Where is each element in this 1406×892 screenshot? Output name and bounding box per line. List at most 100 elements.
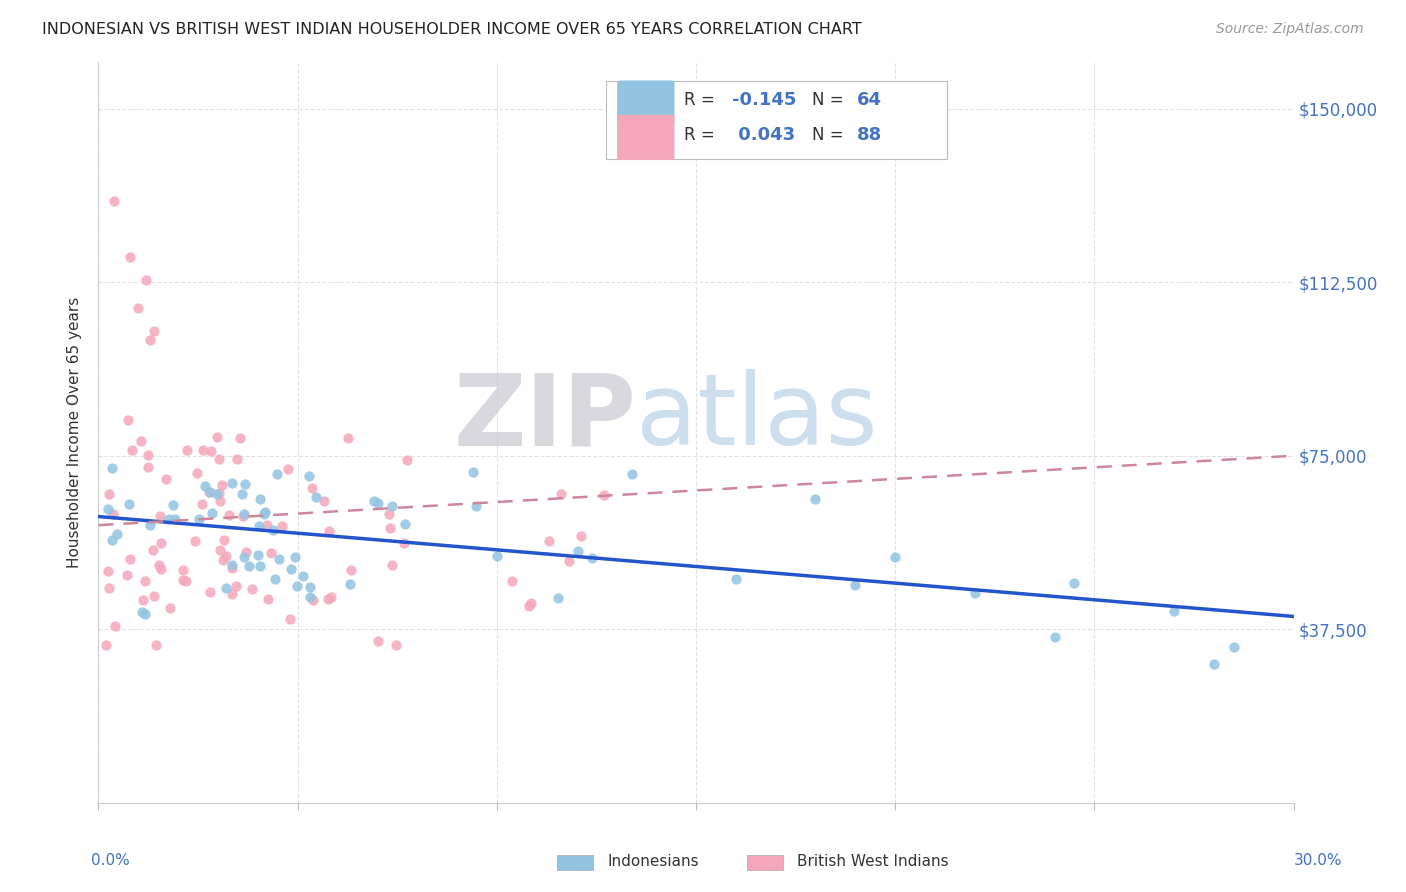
Bar	[557, 855, 593, 871]
Point	[97, 502, 120, 516]
Text: -0.145: -0.145	[733, 92, 796, 110]
Point	[208, 451, 231, 466]
Point	[547, 591, 569, 606]
Point	[378, 520, 401, 534]
Point	[253, 505, 276, 519]
Point	[316, 591, 339, 606]
Point	[165, 512, 187, 526]
Point	[186, 466, 208, 480]
Point	[143, 324, 166, 338]
Point	[149, 536, 172, 550]
Point	[266, 467, 288, 481]
Point	[139, 333, 162, 347]
Point	[264, 573, 287, 587]
Point	[229, 431, 252, 445]
Point	[581, 550, 603, 565]
Point	[120, 250, 142, 264]
Point	[98, 581, 121, 595]
Point	[519, 596, 541, 610]
Point	[118, 552, 141, 566]
Point	[211, 553, 233, 567]
Point	[394, 516, 416, 531]
Text: INDONESIAN VS BRITISH WEST INDIAN HOUSEHOLDER INCOME OVER 65 YEARS CORRELATION C: INDONESIAN VS BRITISH WEST INDIAN HOUSEH…	[42, 22, 862, 37]
Point	[844, 578, 866, 592]
Bar	[747, 855, 783, 871]
Point	[209, 543, 232, 558]
Point	[238, 559, 260, 574]
Point	[104, 618, 127, 632]
Point	[207, 485, 229, 500]
Point	[172, 573, 194, 587]
Point	[176, 443, 198, 458]
Point	[381, 500, 404, 514]
Point	[340, 563, 363, 577]
Point	[486, 549, 509, 564]
Point	[571, 529, 593, 543]
Text: British West Indians: British West Indians	[797, 855, 949, 869]
Text: Source: ZipAtlas.com: Source: ZipAtlas.com	[1216, 22, 1364, 37]
Point	[253, 507, 276, 521]
Text: atlas: atlas	[637, 369, 877, 467]
Point	[105, 527, 128, 541]
Point	[215, 581, 238, 595]
Point	[269, 552, 291, 566]
Point	[198, 485, 221, 500]
Text: 30.0%: 30.0%	[1295, 854, 1343, 868]
Point	[1163, 604, 1185, 618]
Point	[256, 517, 278, 532]
Point	[188, 512, 211, 526]
Point	[363, 493, 385, 508]
Point	[149, 508, 172, 523]
Text: ZIP: ZIP	[453, 369, 637, 467]
Point	[280, 561, 302, 575]
Text: 0.0%: 0.0%	[91, 854, 131, 868]
Point	[103, 194, 125, 209]
Text: R =: R =	[685, 92, 720, 110]
Point	[198, 585, 221, 599]
FancyBboxPatch shape	[606, 81, 948, 159]
Point	[558, 554, 581, 568]
Point	[97, 564, 120, 578]
Point	[136, 460, 159, 475]
Point	[395, 453, 418, 467]
Point	[367, 633, 389, 648]
Point	[247, 519, 270, 533]
Point	[1043, 630, 1066, 644]
Point	[318, 524, 340, 538]
Point	[143, 589, 166, 603]
Point	[550, 486, 572, 500]
Point	[212, 533, 235, 548]
Point	[620, 467, 643, 481]
Point	[131, 605, 153, 619]
Point	[302, 592, 325, 607]
Point	[134, 607, 156, 622]
Point	[804, 491, 827, 506]
Point	[207, 487, 229, 501]
Point	[461, 465, 484, 479]
Point	[136, 448, 159, 462]
Point	[135, 273, 157, 287]
Point	[121, 442, 143, 457]
Point	[538, 533, 561, 548]
Text: 88: 88	[858, 126, 883, 144]
Point	[233, 550, 256, 565]
Point	[284, 549, 307, 564]
Point	[218, 508, 240, 522]
Point	[299, 580, 322, 594]
Point	[96, 639, 118, 653]
Point	[103, 507, 125, 521]
Point	[183, 533, 205, 548]
Point	[465, 500, 488, 514]
Point	[148, 558, 170, 572]
Point	[312, 494, 335, 508]
Point	[159, 512, 181, 526]
Point	[285, 579, 308, 593]
Point	[149, 562, 172, 576]
Point	[262, 523, 284, 537]
Point	[301, 481, 323, 495]
Point	[209, 494, 232, 508]
Point	[1223, 640, 1246, 654]
Point	[191, 497, 214, 511]
Point	[134, 574, 156, 588]
Point	[337, 431, 360, 445]
